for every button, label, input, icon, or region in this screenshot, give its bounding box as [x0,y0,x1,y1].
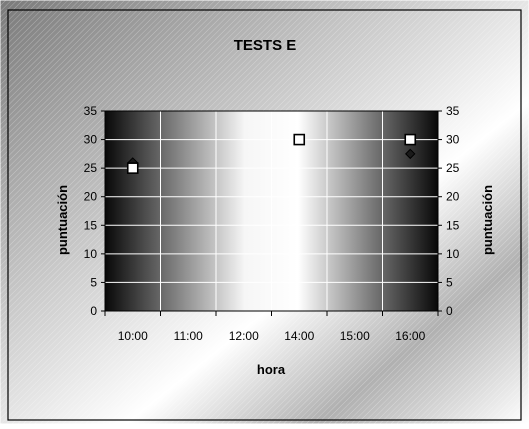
x-axis-label: hora [257,362,286,377]
y-tick-label-right: 25 [446,161,460,175]
data-point-square [126,162,139,174]
y-tick-label-left: 10 [84,247,98,261]
y-axis-label-left: puntuación [55,185,70,255]
x-tick-label: 14:00 [284,329,314,343]
y-tick-label-right: 35 [446,104,460,118]
x-tick-label: 12:00 [229,329,259,343]
chart-title: TESTS E [234,37,297,54]
x-tick-label: 15:00 [340,329,370,343]
data-point-diamond [405,148,416,160]
y-tick-label-left: 15 [84,218,98,232]
y-axis-label-right: puntuación [480,185,495,255]
y-tick-label-left: 35 [84,104,98,118]
y-tick-label-left: 5 [90,275,97,289]
y-tick-label-left: 0 [90,304,97,318]
y-tick-label-right: 5 [446,275,453,289]
y-tick-label-right: 0 [446,304,453,318]
y-tick-label-right: 15 [446,218,460,232]
y-tick-label-right: 30 [446,133,460,147]
x-tick-label: 10:00 [118,329,148,343]
y-tick-label-right: 20 [446,190,460,204]
x-tick-label: 11:00 [174,329,203,343]
y-tick-label-right: 10 [446,247,460,261]
chart-area-border [7,9,522,421]
y-tick-label-left: 30 [84,133,98,147]
y-tick-label-left: 25 [84,161,98,175]
data-point-square [404,133,417,146]
data-marks [126,133,417,174]
y-tick-label-left: 20 [84,190,98,204]
data-point-square [293,133,306,146]
x-tick-label: 16:00 [395,329,425,343]
axes: 0 0 5 5 10 10 15 15 20 20 25 25 30 30 35 35 10:00 11:00 12… [84,104,460,343]
